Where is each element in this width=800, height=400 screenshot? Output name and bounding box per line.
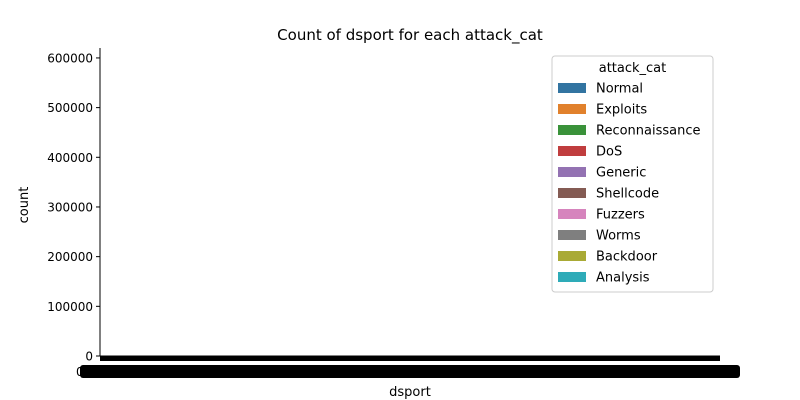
legend-item: Backdoor — [558, 250, 658, 265]
x-tick-label: 0 — [76, 365, 84, 379]
y-tick-label: 500000 — [47, 101, 93, 115]
legend-swatch — [558, 146, 586, 156]
x-axis: 0 — [76, 355, 740, 379]
y-tick-label: 400000 — [47, 151, 93, 165]
y-tick-label: 300000 — [47, 200, 93, 214]
legend-swatch — [558, 188, 586, 198]
legend-label: Shellcode — [596, 187, 659, 202]
legend-label: DoS — [596, 145, 622, 160]
legend-swatch — [558, 209, 586, 219]
legend-item: Generic — [558, 166, 646, 181]
legend-item: Reconnaissance — [558, 124, 701, 139]
legend-label: Generic — [596, 166, 646, 181]
y-tick-label: 200000 — [47, 250, 93, 264]
x-axis-label: dsport — [389, 385, 431, 400]
legend-label: Reconnaissance — [596, 124, 701, 139]
legend-swatch — [558, 230, 586, 240]
legend-item: Exploits — [558, 103, 647, 118]
legend-label: Analysis — [596, 271, 650, 286]
legend-label: Fuzzers — [596, 208, 645, 223]
legend-item: Normal — [558, 82, 643, 97]
legend-label: Exploits — [596, 103, 647, 118]
legend-title: attack_cat — [599, 61, 667, 76]
y-tick-label: 600000 — [47, 51, 93, 65]
x-tick-labels — [80, 365, 740, 378]
legend-frame — [551, 55, 714, 293]
y-axis-label: count — [17, 187, 32, 224]
legend-swatch — [558, 272, 586, 282]
y-tick-label: 100000 — [47, 300, 93, 314]
y-tick-label: 0 — [85, 350, 93, 364]
x-tick-marks — [100, 356, 720, 361]
legend-item: Analysis — [558, 271, 650, 286]
legend-label: Backdoor — [596, 250, 658, 265]
legend-item: Shellcode — [558, 187, 659, 202]
legend-swatch — [558, 251, 586, 261]
legend-swatch — [558, 104, 586, 114]
legend-item: Fuzzers — [558, 208, 645, 223]
legend-swatch — [558, 83, 586, 93]
legend-swatch — [558, 125, 586, 135]
legend-label: Worms — [596, 229, 641, 244]
y-axis: 0 100000 200000 300000 400000 500000 600000 — [47, 48, 101, 364]
chart-title: Count of dsport for each attack_cat — [277, 26, 543, 45]
legend-item: Worms — [558, 229, 641, 244]
legend: attack_cat Normal Exploits Reconnaissance Do… — [551, 55, 714, 293]
legend-label: Normal — [596, 82, 643, 97]
legend-item: DoS — [558, 145, 622, 160]
legend-swatch — [558, 167, 586, 177]
